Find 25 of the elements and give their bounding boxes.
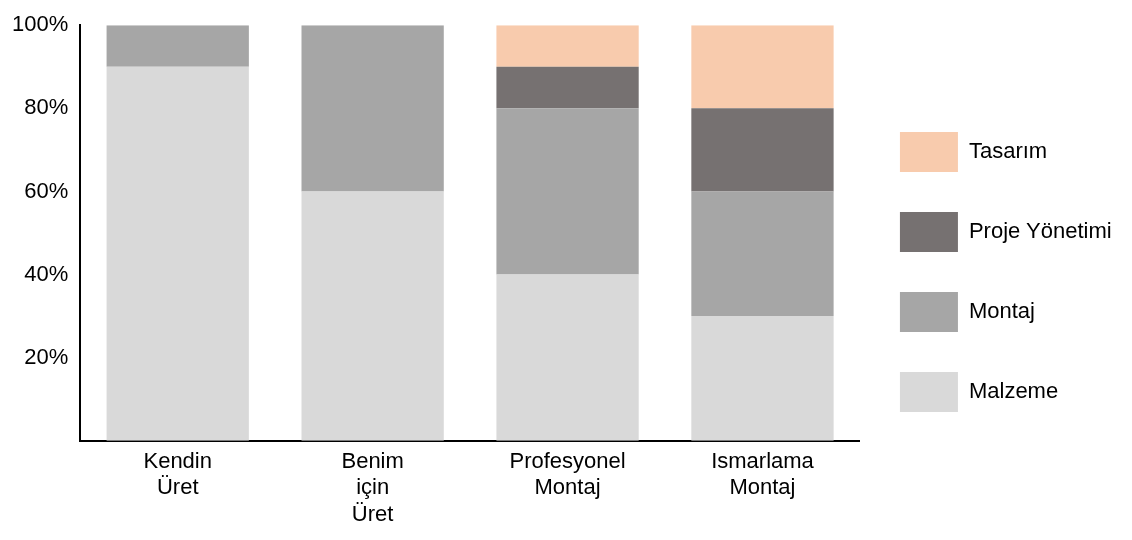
bar <box>496 25 639 67</box>
x-tick-label: Benim için Üret <box>341 448 404 526</box>
bar <box>301 191 444 441</box>
y-tick-label: 20% <box>24 343 69 369</box>
bar <box>106 25 249 67</box>
y-tick-label: 100% <box>11 11 69 37</box>
y-tick-label: 60% <box>24 177 69 203</box>
bar <box>301 25 444 192</box>
legend-label: Montaj <box>968 298 1035 324</box>
x-tick-label: Kendin Üret <box>143 448 212 500</box>
bar <box>496 108 639 275</box>
legend-label: Malzeme <box>968 378 1059 404</box>
legend-label: Proje Yönetimi <box>968 218 1112 244</box>
bar <box>106 66 249 441</box>
bar <box>496 274 639 441</box>
y-tick-label: 80% <box>24 94 69 120</box>
x-tick-label: Ismarlama Montaj <box>711 448 815 500</box>
y-tick-label: 40% <box>24 260 69 286</box>
x-tick-label: Profesyonel Montaj <box>509 448 626 500</box>
bar <box>691 191 834 317</box>
bar <box>496 66 639 109</box>
bar <box>691 25 834 109</box>
bar <box>691 108 834 192</box>
legend-label: Tasarım <box>968 138 1048 164</box>
bar <box>691 316 834 441</box>
